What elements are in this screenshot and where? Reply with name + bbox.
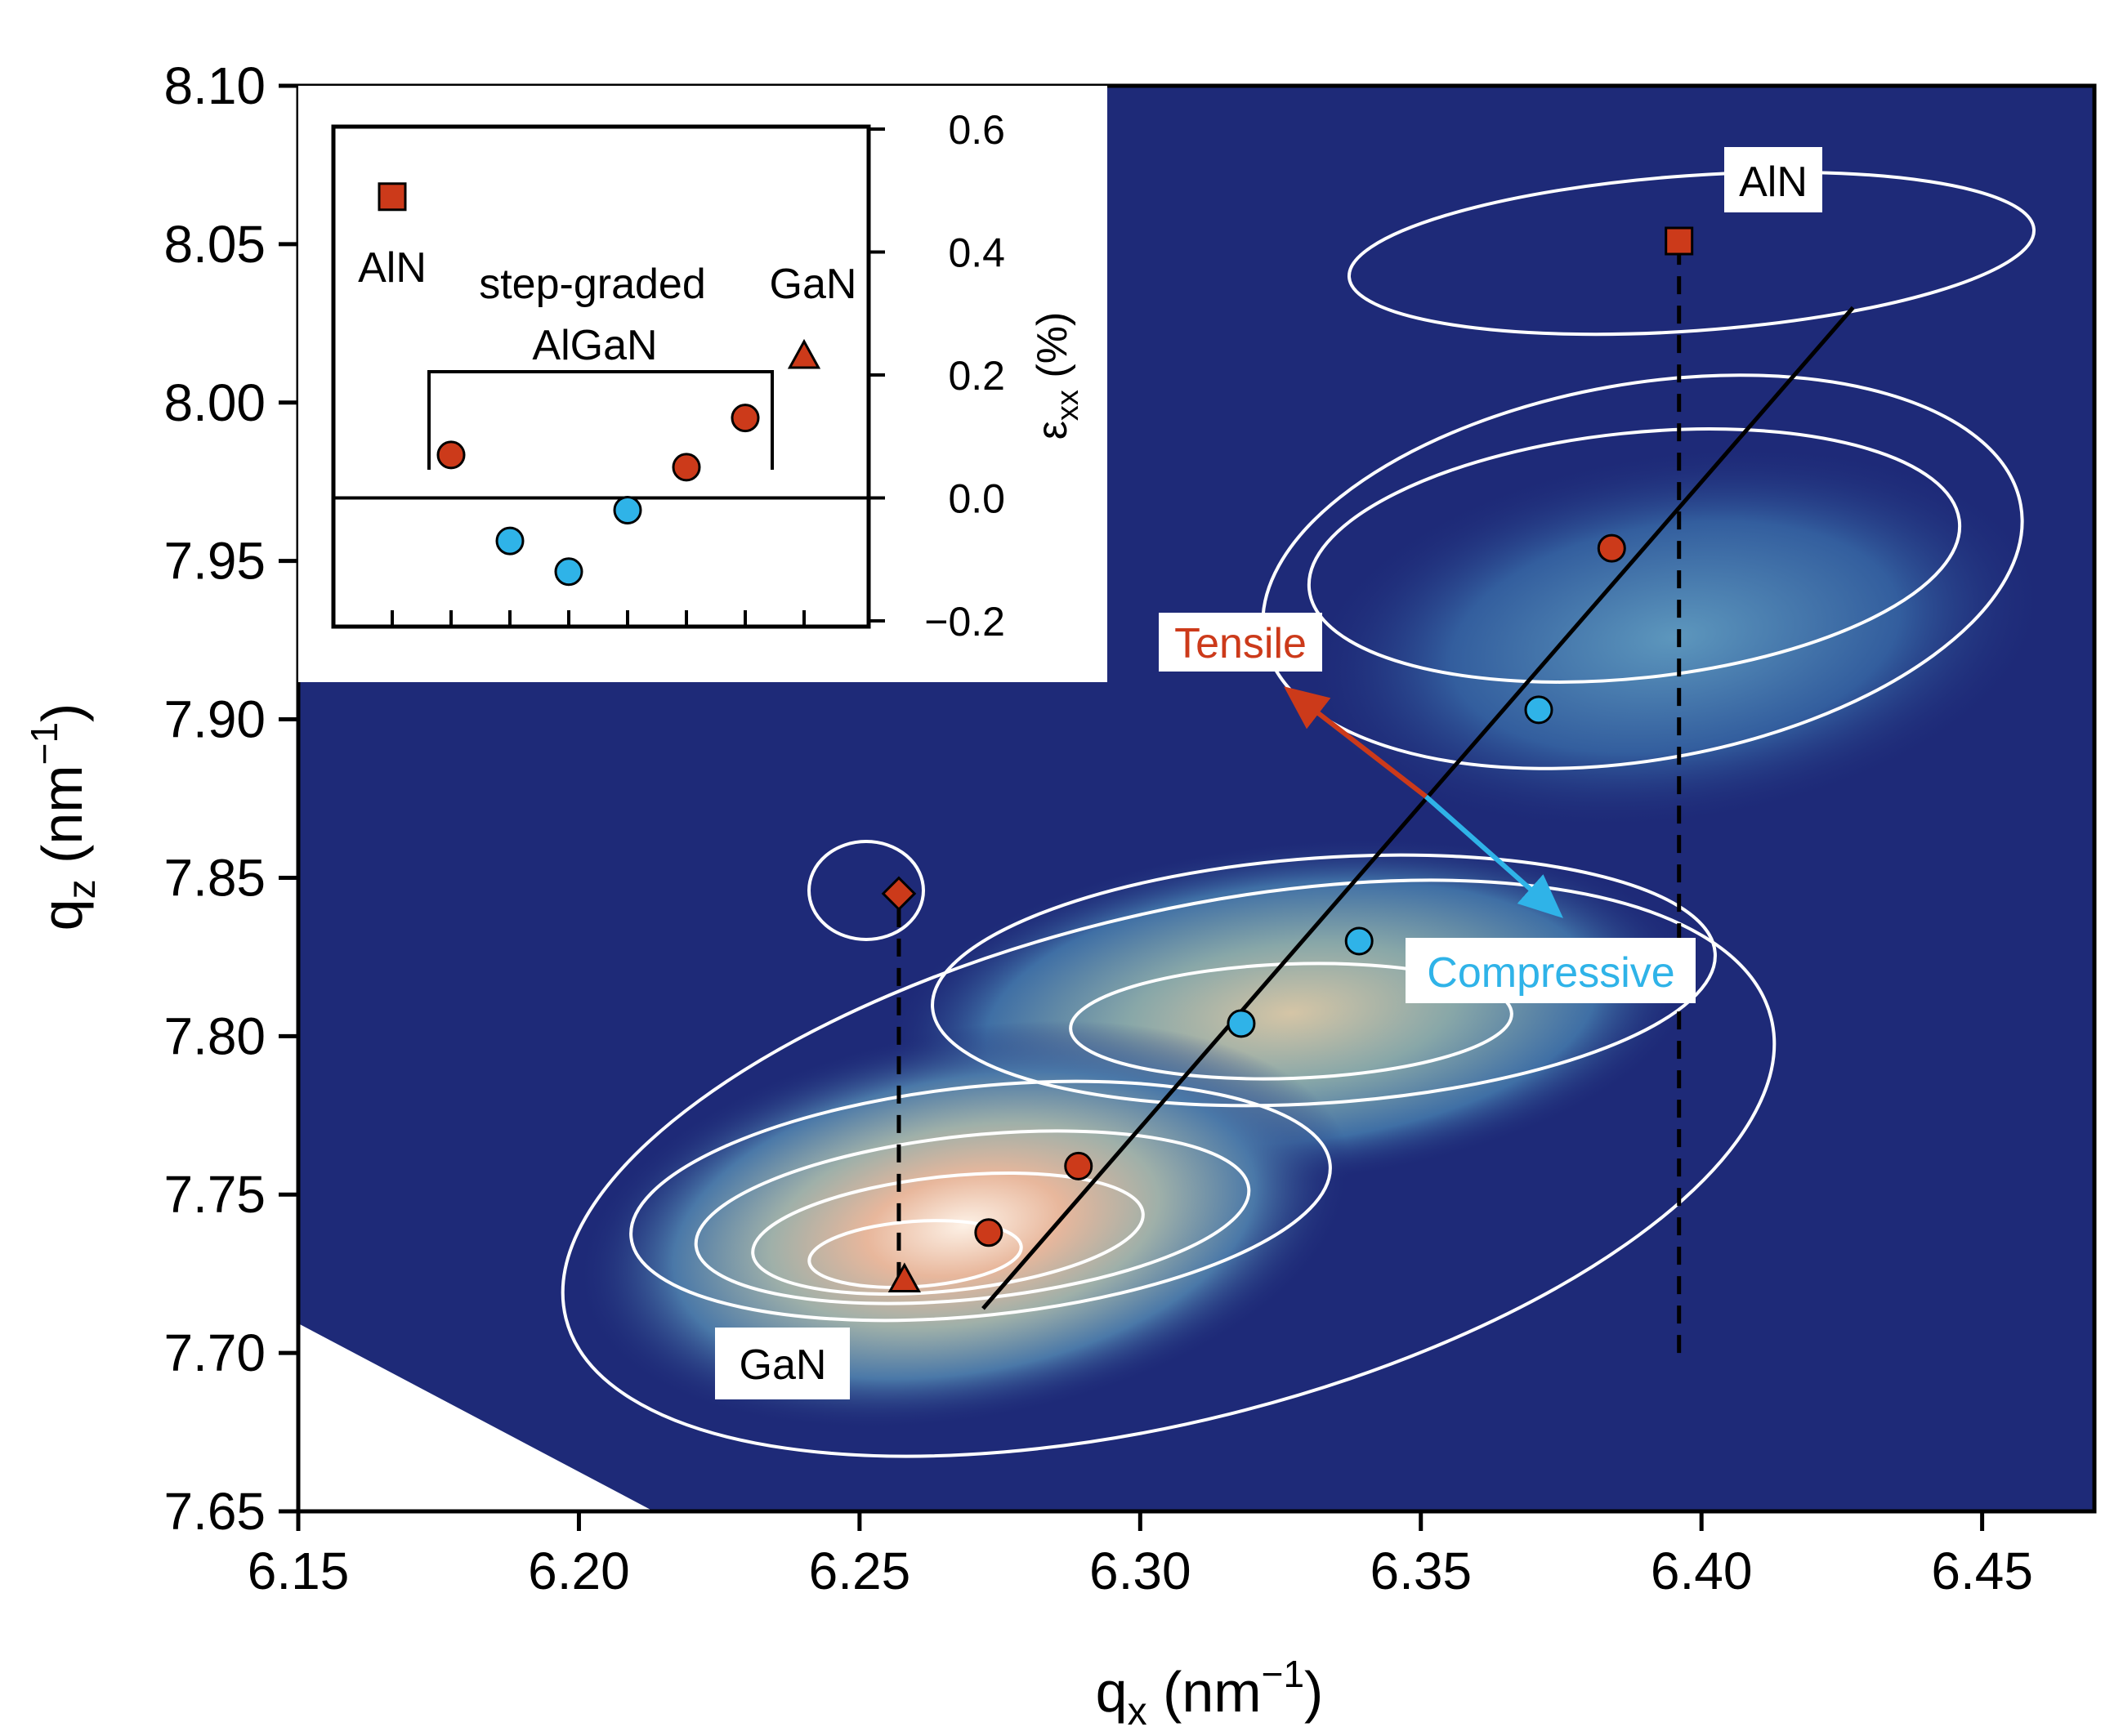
data-point-circle <box>1344 926 1374 956</box>
inset-y-axis: 0.6 0.4 0.2 0.0 −0.2 <box>869 107 1005 645</box>
y-tick-label: 7.85 <box>163 848 266 907</box>
label-tensile-box: Tensile <box>1159 613 1322 672</box>
inset-y-tick-label: 0.2 <box>948 353 1005 399</box>
label-compressive: Compressive <box>1427 949 1674 997</box>
tensile-arrow <box>1284 686 1428 799</box>
inset-markers <box>378 182 821 587</box>
inset-x-ticks <box>391 610 806 627</box>
data-point-circle <box>1597 533 1626 563</box>
inset-point-circle <box>554 557 583 587</box>
compressive-arrow <box>1424 794 1563 918</box>
inset-y-tick-label: 0.0 <box>948 476 1005 522</box>
contour-algan-inner <box>1069 962 1513 1081</box>
x-axis: 6.15 6.20 6.25 6.30 6.35 6.40 6.45 <box>248 1511 2033 1600</box>
contour-gan-1 <box>629 1079 1332 1323</box>
x-tick-label: 6.30 <box>1089 1542 1191 1600</box>
inset-background <box>298 86 1107 682</box>
intensity-aln-region <box>1302 444 2049 831</box>
y-tick-label: 7.80 <box>163 1006 266 1065</box>
x-axis-title: qx (nm−1) <box>1096 1653 1324 1734</box>
inset-label-step-graded: step-graded <box>479 261 706 308</box>
label-aln-box: AlN <box>1724 147 1822 212</box>
label-tensile: Tensile <box>1174 620 1307 667</box>
y-tick-label: 8.05 <box>163 215 266 274</box>
data-point-triangle <box>887 1262 921 1293</box>
y-tick-label: 7.95 <box>163 532 266 591</box>
inset-y-tick-label: 0.6 <box>948 107 1005 153</box>
label-gan: GaN <box>740 1341 827 1389</box>
inset-label-gan: GaN <box>770 261 857 308</box>
label-compressive-bg <box>1406 938 1696 1003</box>
inset-point-circle <box>613 496 642 525</box>
y-tick-label: 7.90 <box>163 690 266 749</box>
y-tick-label: 7.75 <box>163 1165 266 1224</box>
inset-point-square <box>378 182 407 212</box>
inset-label-aln: AlN <box>358 244 427 292</box>
x-tick-label: 6.45 <box>1931 1542 2033 1600</box>
data-point-circle <box>1064 1151 1093 1180</box>
main-markers <box>881 226 1694 1293</box>
inset-bracket <box>427 370 774 470</box>
inset-point-circle <box>436 440 466 470</box>
inset-point-circle <box>495 526 525 556</box>
y-tick-label: 7.65 <box>163 1482 266 1541</box>
data-point-circle <box>1524 695 1553 725</box>
label-aln: AlN <box>1739 158 1808 206</box>
map-blank-corner <box>298 1323 654 1511</box>
data-point-diamond <box>881 876 917 912</box>
inset-point-circle <box>731 404 760 433</box>
contour-relaxed-gan <box>807 840 925 941</box>
inset-chart: 0.6 0.4 0.2 0.0 −0.2 AlN step-graded AlGaN G… <box>331 107 1085 645</box>
x-tick-label: 6.40 <box>1651 1542 1753 1600</box>
label-tensile-bg <box>1159 613 1322 672</box>
y-axis-title: qz (nm−1) <box>23 703 104 931</box>
label-compressive-box: Compressive <box>1406 938 1696 1003</box>
y-tick-label: 8.00 <box>163 373 266 432</box>
data-point-square <box>1665 226 1694 256</box>
label-gan-bg <box>715 1328 850 1399</box>
contour-lines <box>561 170 2036 1458</box>
inset-point-circle <box>672 453 701 482</box>
x-tick-label: 6.35 <box>1370 1542 1472 1600</box>
contour-algan-outer <box>931 853 1717 1108</box>
contour-aln-mid <box>1307 427 1962 684</box>
label-gan-box: GaN <box>715 1328 850 1399</box>
x-tick-label: 6.25 <box>809 1542 911 1600</box>
relaxation-line <box>981 306 1855 1310</box>
contour-gan-3 <box>751 1171 1145 1296</box>
data-point-circle <box>974 1218 1003 1247</box>
data-point-circle <box>1227 1009 1256 1038</box>
map-area <box>298 86 2094 1511</box>
inset-point-triangle <box>787 338 821 369</box>
inset-label-algan: AlGaN <box>532 322 657 369</box>
inset-y-title: εxx (%) <box>1029 312 1085 440</box>
label-aln-bg <box>1724 147 1822 212</box>
x-tick-label: 6.20 <box>528 1542 630 1600</box>
contour-outer <box>561 878 1777 1458</box>
inset-y-tick-label: −0.2 <box>924 599 1005 645</box>
contour-aln-top <box>1347 170 2036 337</box>
x-tick-label: 6.15 <box>248 1542 350 1600</box>
y-tick-label: 7.70 <box>163 1323 266 1382</box>
plot-frame <box>296 83 2097 1514</box>
inset-y-tick-label: 0.4 <box>948 230 1005 276</box>
y-tick-label: 8.10 <box>163 56 266 115</box>
contour-gan-2 <box>694 1129 1251 1305</box>
y-axis: 7.65 7.70 7.75 7.80 7.85 7.90 7.95 8.00 8.05 8.10 <box>163 56 298 1541</box>
